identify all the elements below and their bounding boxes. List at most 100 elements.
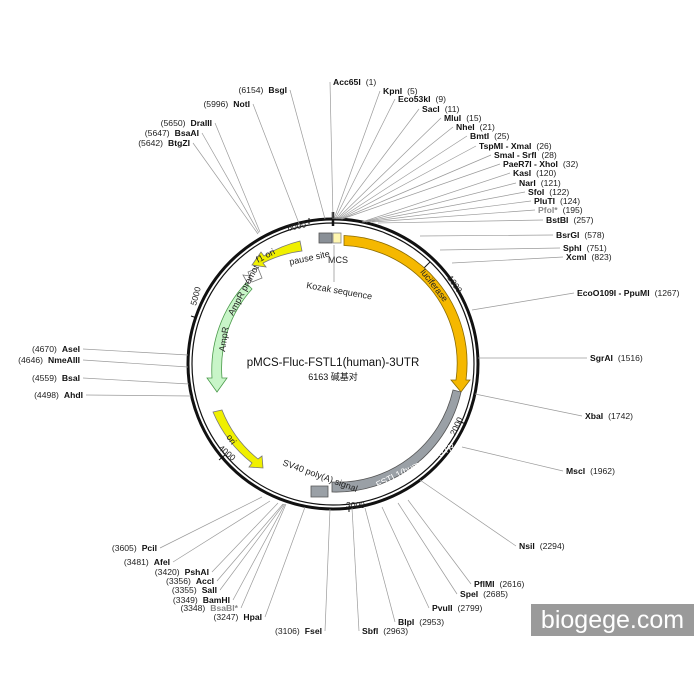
site-label-btgzi: (5642) BtgZI: [138, 138, 190, 148]
site-name: SfoI: [528, 187, 544, 197]
site-name: BamHI: [203, 595, 230, 605]
site-line-acc65i: [329, 81, 334, 220]
site-label-afei: (3481) AfeI: [124, 557, 170, 567]
site-line-btgzi: [192, 142, 259, 235]
site-label-asei: (4670) AseI: [32, 344, 80, 354]
site-line-bstbi: [377, 219, 544, 224]
site-position: (2616): [500, 579, 525, 589]
ori-label: ori: [224, 432, 238, 446]
mcs-label: MCS: [328, 255, 348, 265]
site-position: (578): [584, 230, 604, 240]
site-label-xbai: XbaI (1742): [585, 411, 633, 421]
site-name: BtgZI: [168, 138, 190, 148]
site-line-ahdi: [85, 394, 192, 397]
site-line-sfoi: [363, 191, 526, 223]
site-label-bsabi: (3348) BsaBI*: [180, 603, 238, 613]
site-label-sfoi: SfoI (122): [528, 187, 569, 197]
site-name: HpaI: [243, 612, 262, 622]
site-name: BmtI: [470, 131, 489, 141]
site-line-ecoo109ippumi: [471, 292, 575, 311]
site-position: (5642): [138, 138, 163, 148]
site-name: AhdI: [64, 390, 83, 400]
site-label-bsgi: (6154) BsgI: [239, 85, 287, 95]
site-label-bsai: (4559) BsaI: [32, 373, 80, 383]
site-line-spei: [397, 502, 458, 595]
site-position: (2685): [483, 589, 508, 599]
site-position: (11): [445, 104, 460, 114]
site-line-bamhi: [232, 503, 286, 601]
site-label-bsaai: (5647) BsaAI: [145, 128, 199, 138]
site-position: (1267): [655, 288, 680, 298]
site-name: Eco53kI: [398, 94, 431, 104]
site-name: TspMI - XmaI: [479, 141, 531, 151]
site-name: SmaI - SrfI: [494, 150, 537, 160]
site-name: BstBI: [546, 215, 568, 225]
site-line-xbai: [474, 393, 583, 417]
site-position: (4646): [18, 355, 43, 365]
site-line-noti: [252, 103, 301, 227]
site-name: BlpI: [398, 617, 414, 627]
site-name: PciI: [142, 543, 157, 553]
site-position: (3420): [155, 567, 180, 577]
tick-label-5000: 5000: [188, 285, 203, 306]
site-label-sbfi: SbfI (2963): [362, 626, 408, 636]
site-position: (32): [563, 159, 578, 169]
site-label-nmeaiii: (4646) NmeAIII: [18, 355, 80, 365]
site-position: (3349): [173, 595, 198, 605]
site-line-hpai: [264, 506, 306, 618]
site-name: XcmI: [566, 252, 587, 262]
site-name: PluTI: [534, 196, 555, 206]
site-line-mlui: [336, 117, 442, 220]
site-label-hpai: (3247) HpaI: [214, 612, 262, 622]
site-label-ecoo109ippumi: EcoO109I - PpuMI (1267): [577, 288, 680, 298]
site-position: (9): [436, 94, 447, 104]
site-line-pflmi: [407, 499, 472, 585]
site-position: (195): [563, 205, 583, 215]
site-name: BsgI: [268, 85, 287, 95]
site-position: (124): [560, 196, 580, 206]
site-label-tspmixmai: TspMI - XmaI (26): [479, 141, 552, 151]
site-position: (5647): [145, 128, 170, 138]
site-position: (3247): [214, 612, 239, 622]
site-name: PfoI*: [538, 205, 558, 215]
site-name: EcoO109I - PpuMI: [577, 288, 650, 298]
site-line-nhei: [337, 126, 454, 220]
site-line-bsrgi: [419, 234, 554, 237]
site-label-fsei: (3106) FseI: [275, 626, 322, 636]
site-position: (122): [549, 187, 569, 197]
site-label-pfoi: PfoI* (195): [538, 205, 583, 215]
site-line-kpni: [333, 90, 381, 220]
site-name: SgrAI: [590, 353, 613, 363]
site-position: (26): [536, 141, 551, 151]
site-position: (3481): [124, 557, 149, 567]
site-line-sali: [219, 503, 285, 591]
site-name: BsrGI: [556, 230, 579, 240]
site-name: AfeI: [154, 557, 170, 567]
site-position: (257): [573, 215, 593, 225]
site-name: PvuII: [432, 603, 453, 613]
site-name: AccI: [196, 576, 214, 586]
site-line-pfoi: [371, 209, 536, 223]
site-line-pcii: [159, 496, 263, 549]
tick-label-6000: 6000: [286, 219, 307, 233]
site-name: SphI: [563, 243, 582, 253]
site-label-pvuii: PvuII (2799): [432, 603, 483, 613]
site-position: (4498): [34, 390, 59, 400]
site-name: MluI: [444, 113, 461, 123]
site-line-saci: [335, 108, 420, 220]
site-label-blpi: BlpI (2953): [398, 617, 444, 627]
site-label-bmti: BmtI (25): [470, 131, 510, 141]
site-name: BsaI: [62, 373, 80, 383]
feature-ori: ori: [212, 409, 264, 469]
site-label-pluti: PluTI (124): [534, 196, 580, 206]
site-label-eco53ki: Eco53kI (9): [398, 94, 446, 104]
site-label-sgrai: SgrAI (1516): [590, 353, 643, 363]
site-label-nhei: NheI (21): [456, 122, 495, 132]
site-line-nsii: [419, 479, 517, 547]
site-label-nari: NarI (121): [519, 178, 561, 188]
site-line-asei: [82, 348, 189, 356]
site-label-sphi: SphI (751): [563, 243, 607, 253]
site-position: (2799): [458, 603, 483, 613]
site-position: (5650): [161, 118, 186, 128]
